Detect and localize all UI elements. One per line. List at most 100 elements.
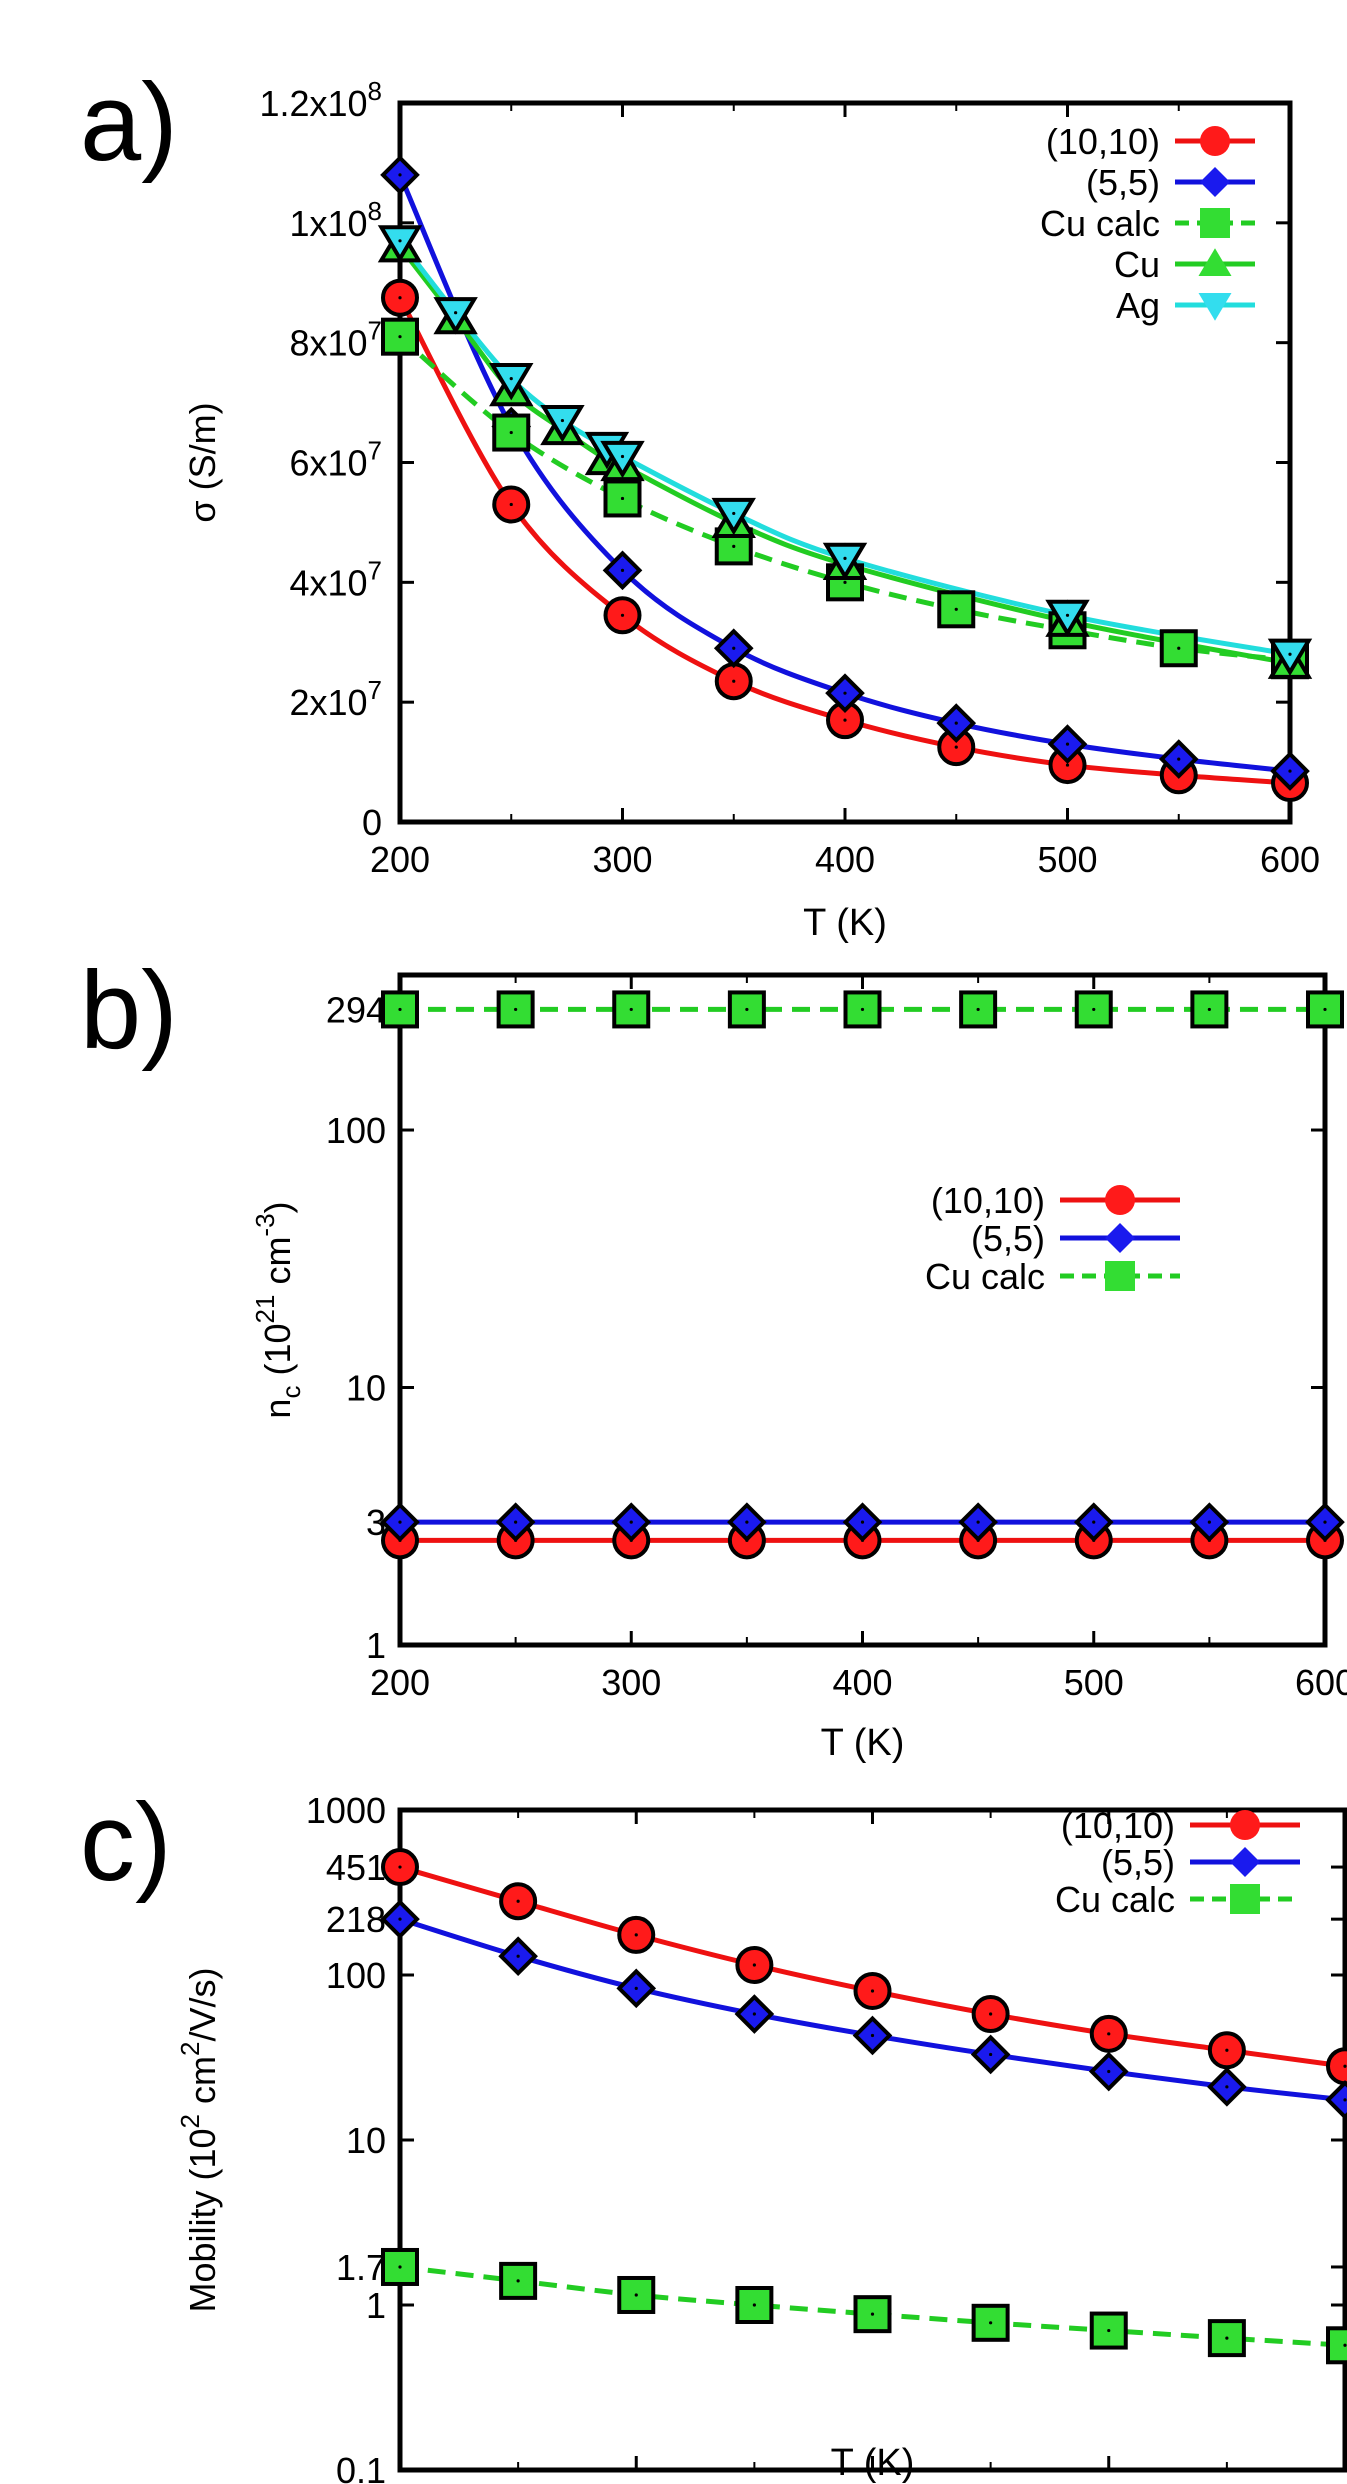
legend-label: (10,10) — [931, 1180, 1045, 1221]
legend-marker — [1198, 293, 1232, 321]
y-axis-label-text: σ (S/m) — [182, 402, 223, 522]
data-point-dot — [398, 1520, 402, 1524]
data-point-dot — [843, 718, 847, 722]
y-tick-label: 8x107 — [289, 316, 382, 364]
y-tick-label: 3 — [366, 1502, 386, 1543]
x-axis-label: T (K) — [803, 902, 887, 944]
y-axis-label: σ (S/m) — [182, 402, 223, 522]
data-point-dot — [732, 646, 736, 650]
data-point — [1325, 2080, 1347, 2120]
y-tick-label: 1 — [366, 2285, 386, 2326]
data-point-dot — [989, 2012, 993, 2016]
y-tick-label: 6x107 — [289, 436, 382, 484]
data-point-dot — [398, 239, 402, 243]
y-tick-mantissa: 1x10 — [289, 203, 367, 244]
y-tick-mantissa: 6x10 — [289, 443, 367, 484]
data-point-dot — [398, 335, 402, 339]
data-point-dot — [398, 1007, 402, 1012]
legend-marker — [1200, 126, 1230, 156]
y-tick-exponent: 7 — [368, 316, 382, 346]
legend-label: (5,5) — [971, 1218, 1045, 1259]
panel-c: c)2003004005006000.111.7101002184511000T… — [80, 1781, 1347, 2484]
data-point-dot — [870, 2033, 875, 2038]
data-point-dot — [870, 2312, 875, 2316]
data-point-dot — [620, 496, 625, 501]
y-tick-label: 100 — [326, 1110, 386, 1151]
y-tick-label: 0.1 — [336, 2450, 386, 2484]
panel-b: b) 200 300 400 500 600 1 3 10 100 294 T (K) nc (1021… — [80, 949, 1347, 1764]
y-tick-mantissa: 8x10 — [289, 323, 367, 364]
data-point-dot — [620, 568, 625, 572]
y-tick-exponent: 7 — [368, 675, 382, 705]
x-axis-label: T (K) — [831, 2442, 915, 2484]
y-tick-label: 451 — [326, 1847, 386, 1888]
data-point-dot — [870, 1989, 875, 1993]
data-point-dot — [1225, 2048, 1229, 2052]
data-point-dot — [1343, 2064, 1347, 2068]
legend-label: Cu calc — [925, 1256, 1045, 1297]
y-tick-exponent: 8 — [368, 196, 382, 226]
y-axis-label-superscript: 2 — [175, 2114, 205, 2128]
y-tick-label: 4x107 — [289, 555, 382, 603]
data-point-dot — [1107, 2032, 1111, 2036]
panel-a: a)200 300 400 500 60002x1074x1076x1078x1071x… — [80, 61, 1320, 944]
y-axis-label-part: cm — [257, 1237, 298, 1295]
data-point-dot — [732, 679, 736, 683]
data-point-dot — [620, 454, 625, 459]
y-axis-label: Mobility (102 cm2/V/s) — [175, 1967, 223, 2312]
data-point-dot — [1288, 769, 1292, 773]
y-tick-label: 2x107 — [289, 675, 382, 723]
y-tick-mantissa: 1.2x10 — [259, 83, 367, 124]
y-tick-exponent: 7 — [368, 436, 382, 466]
legend-marker — [1200, 208, 1230, 238]
x-tick-label: 500 — [1064, 1662, 1124, 1703]
y-axis-label-superscript: -3 — [250, 1213, 280, 1236]
data-point-dot — [732, 511, 736, 516]
data-point-dot — [1092, 1007, 1096, 1012]
data-point-dot — [1207, 1520, 1211, 1524]
x-tick-label: 300 — [601, 1662, 661, 1703]
data-point-dot — [745, 1007, 749, 1012]
data-point-dot — [1288, 652, 1292, 656]
data-point-dot — [1225, 2085, 1229, 2089]
y-tick-label: 1x108 — [289, 196, 382, 244]
y-axis-label-superscript: 2 — [175, 2042, 205, 2056]
data-point-dot — [860, 1007, 865, 1012]
legend-label: Cu calc — [1055, 1879, 1175, 1920]
panel-label: c) — [80, 1781, 172, 1904]
y-axis-label-part: /V/s) — [182, 1967, 223, 2041]
data-point-dot — [1225, 2336, 1229, 2340]
data-point — [540, 404, 585, 443]
data-point-dot — [1065, 763, 1070, 767]
data-point-dot — [1177, 646, 1181, 650]
data-point-dot — [398, 296, 402, 300]
data-point-dot — [634, 1933, 638, 1937]
data-point — [1074, 990, 1113, 1029]
data-point — [1045, 599, 1090, 638]
data-point-dot — [398, 1917, 402, 1921]
data-point-dot — [629, 1520, 633, 1524]
data-point — [600, 440, 645, 479]
data-point-dot — [454, 311, 458, 315]
data-point-dot — [976, 1520, 980, 1524]
legend-label: Ag — [1116, 285, 1160, 326]
data-point — [377, 225, 423, 263]
data-point — [822, 542, 868, 581]
legend-marker — [1105, 1261, 1135, 1291]
x-tick-label: 300 — [592, 839, 652, 880]
data-point-dot — [976, 1007, 980, 1012]
data-point — [843, 990, 882, 1029]
y-tick-mantissa: 0 — [362, 802, 382, 843]
data-point-dot — [732, 544, 736, 548]
y-tick-label: 218 — [326, 1899, 386, 1940]
y-tick-label: 1000 — [306, 1790, 386, 1831]
data-point-dot — [745, 1520, 749, 1524]
data-point-dot — [989, 2321, 993, 2325]
legend-marker — [1230, 1847, 1260, 1877]
y-tick-label: 0 — [362, 802, 382, 843]
data-point — [489, 363, 534, 401]
data-point-dot — [629, 1007, 633, 1012]
y-tick-exponent: 8 — [368, 76, 382, 106]
series-line — [399, 2264, 1346, 2348]
